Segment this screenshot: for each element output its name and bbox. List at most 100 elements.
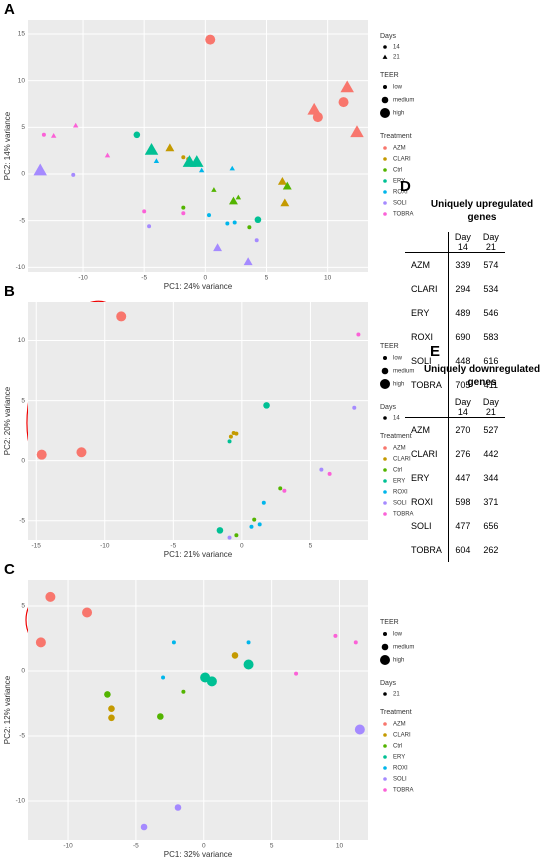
panel-label: C bbox=[4, 561, 15, 578]
table-cell: 598 bbox=[455, 497, 471, 507]
table-cell: 447 bbox=[455, 473, 471, 483]
data-point bbox=[235, 194, 242, 200]
data-point bbox=[35, 637, 46, 648]
panel-label: A bbox=[4, 1, 15, 18]
data-point bbox=[213, 243, 223, 252]
legend-label: CLARI bbox=[393, 157, 411, 163]
data-point bbox=[71, 172, 76, 177]
x-tick-label: 0 bbox=[240, 543, 244, 550]
data-point bbox=[227, 439, 232, 444]
y-tick-label: 10 bbox=[18, 77, 26, 84]
legend-label: medium bbox=[393, 98, 414, 104]
y-tick-label: 0 bbox=[21, 668, 25, 675]
table-row: SOLI 477 656 bbox=[405, 514, 505, 538]
table-row: ROXI 690 583 bbox=[405, 325, 505, 349]
data-point bbox=[45, 591, 56, 602]
table-cell: 371 bbox=[483, 497, 499, 507]
data-point bbox=[312, 112, 323, 123]
legend-symbol bbox=[383, 416, 387, 420]
table-row: ERY 489 546 bbox=[405, 301, 505, 325]
legend-title: TEER bbox=[380, 72, 399, 79]
data-point bbox=[157, 713, 164, 720]
y-tick-label: 0 bbox=[21, 171, 25, 178]
x-tick-label: -10 bbox=[78, 275, 88, 282]
data-point bbox=[234, 431, 239, 436]
data-point bbox=[228, 434, 233, 439]
legend-symbol bbox=[383, 632, 387, 636]
data-point bbox=[350, 125, 364, 138]
header-row: Day 14 Day 21 bbox=[405, 397, 505, 418]
table-cell: 604 bbox=[455, 545, 471, 555]
data-point bbox=[294, 671, 299, 676]
row-label: AZM bbox=[405, 252, 449, 277]
table-cell: 690 bbox=[455, 332, 471, 342]
table-cell: 294 bbox=[455, 284, 471, 294]
legend-label: AZM bbox=[393, 722, 406, 728]
column-header: Day 14 bbox=[448, 232, 477, 253]
data-point bbox=[108, 705, 115, 712]
legend-label: medium bbox=[393, 369, 414, 375]
plot-background bbox=[28, 580, 368, 840]
data-point bbox=[104, 152, 111, 158]
x-tick-label: -15 bbox=[32, 543, 42, 550]
legend-title: Days bbox=[380, 404, 396, 411]
legend-label: AZM bbox=[393, 446, 406, 452]
data-point bbox=[76, 447, 87, 458]
legend-label: Ctrl bbox=[393, 744, 402, 750]
legend-symbol bbox=[383, 190, 387, 194]
data-point bbox=[181, 211, 186, 216]
legend-label: ROXI bbox=[393, 490, 408, 496]
table-cell: 705 bbox=[455, 380, 471, 390]
data-point bbox=[229, 196, 238, 205]
data-point bbox=[216, 527, 224, 534]
legend-label: ROXI bbox=[393, 190, 408, 196]
row-label: CLARI bbox=[405, 277, 449, 301]
legend-symbol bbox=[380, 379, 390, 389]
data-table: Day 14 Day 21 AZM 270 527 CLARI 276 442 ERY 447 34… bbox=[405, 397, 505, 562]
legend-symbol bbox=[383, 744, 387, 748]
table-cell: 411 bbox=[483, 380, 499, 390]
data-table: Day 14 Day 21 AZM 339 574 CLARI 294 534 ERY 489 54… bbox=[405, 232, 505, 397]
table-cell: 534 bbox=[483, 284, 499, 294]
data-point bbox=[261, 500, 266, 505]
data-point bbox=[205, 34, 216, 45]
legend-symbol bbox=[381, 96, 389, 104]
x-axis-title: PC1: 24% variance bbox=[164, 282, 233, 291]
legend-symbol bbox=[383, 146, 387, 150]
legend-title: Treatment bbox=[380, 709, 412, 716]
x-tick-label: -10 bbox=[100, 543, 110, 550]
legend-label: CLARI bbox=[393, 733, 411, 739]
data-point bbox=[263, 402, 270, 409]
data-point bbox=[246, 640, 251, 645]
x-tick-label: 0 bbox=[202, 843, 206, 850]
data-point bbox=[354, 724, 365, 735]
y-tick-label: 10 bbox=[18, 337, 26, 344]
legend-symbol bbox=[383, 733, 387, 737]
data-point bbox=[133, 131, 141, 139]
legend-label: low bbox=[393, 632, 403, 638]
y-tick-label: -5 bbox=[19, 217, 25, 224]
legend-symbol bbox=[383, 157, 387, 161]
table-row: CLARI 276 442 bbox=[405, 442, 505, 466]
data-point bbox=[36, 449, 47, 460]
row-label: SOLI bbox=[405, 514, 449, 538]
table-cell: 574 bbox=[483, 260, 499, 270]
table-cell: 656 bbox=[483, 521, 499, 531]
table-cell: 442 bbox=[483, 449, 499, 459]
legend-label: SOLI bbox=[393, 201, 407, 207]
table-row: TOBRA 604 262 bbox=[405, 538, 505, 562]
data-point bbox=[280, 198, 290, 207]
table-cell: 527 bbox=[483, 425, 499, 435]
table-row: AZM 270 527 bbox=[405, 417, 505, 442]
data-point bbox=[165, 143, 175, 152]
legend-label: 14 bbox=[393, 45, 400, 51]
data-point bbox=[232, 220, 237, 225]
data-point bbox=[227, 535, 232, 540]
x-tick-label: 10 bbox=[336, 843, 344, 850]
panel-label: D bbox=[400, 178, 411, 195]
data-point bbox=[82, 607, 93, 618]
legend-symbol bbox=[383, 212, 387, 216]
data-point bbox=[254, 238, 259, 243]
